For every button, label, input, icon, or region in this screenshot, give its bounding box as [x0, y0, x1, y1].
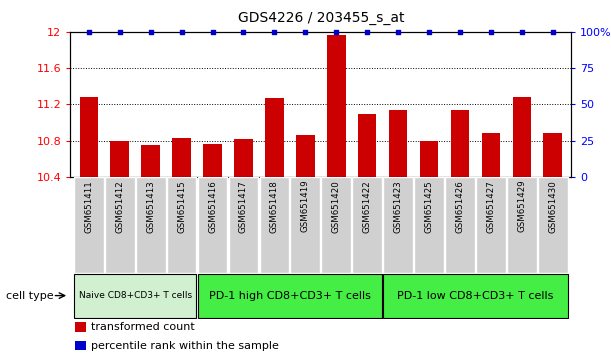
Text: GSM651418: GSM651418	[270, 180, 279, 233]
Text: GSM651420: GSM651420	[332, 180, 341, 233]
FancyBboxPatch shape	[538, 177, 568, 273]
FancyBboxPatch shape	[476, 177, 506, 273]
Bar	[389, 110, 408, 177]
Point	[424, 29, 434, 35]
Text: GSM651412: GSM651412	[115, 180, 124, 233]
Bar	[296, 135, 315, 177]
Text: GSM651423: GSM651423	[393, 180, 403, 233]
Text: PD-1 low CD8+CD3+ T cells: PD-1 low CD8+CD3+ T cells	[397, 291, 554, 301]
Bar	[481, 133, 500, 177]
Point	[301, 29, 310, 35]
Text: GSM651425: GSM651425	[425, 180, 434, 233]
Text: GSM651411: GSM651411	[84, 180, 93, 233]
FancyBboxPatch shape	[445, 177, 475, 273]
Point	[486, 29, 496, 35]
FancyBboxPatch shape	[383, 177, 413, 273]
Point	[84, 29, 93, 35]
FancyBboxPatch shape	[167, 177, 197, 273]
Point	[517, 29, 527, 35]
Text: GSM651429: GSM651429	[518, 180, 526, 233]
Text: GSM651417: GSM651417	[239, 180, 248, 233]
Bar	[141, 145, 160, 177]
Text: GSM651422: GSM651422	[363, 180, 371, 233]
Point	[269, 29, 279, 35]
Bar	[543, 133, 562, 177]
FancyBboxPatch shape	[136, 177, 166, 273]
Bar	[75, 341, 86, 350]
Bar	[111, 141, 129, 177]
Text: GDS4226 / 203455_s_at: GDS4226 / 203455_s_at	[238, 11, 404, 25]
FancyBboxPatch shape	[353, 177, 382, 273]
Text: GSM651413: GSM651413	[146, 180, 155, 233]
Bar	[358, 114, 376, 177]
Text: GSM651416: GSM651416	[208, 180, 217, 233]
Text: GSM651427: GSM651427	[486, 180, 496, 233]
FancyBboxPatch shape	[383, 274, 568, 318]
Point	[455, 29, 465, 35]
Bar	[451, 110, 469, 177]
Point	[115, 29, 125, 35]
Text: GSM651419: GSM651419	[301, 180, 310, 233]
Point	[393, 29, 403, 35]
Point	[331, 29, 341, 35]
Point	[146, 29, 156, 35]
Text: GSM651426: GSM651426	[455, 180, 464, 233]
Bar	[420, 141, 438, 177]
Text: transformed count: transformed count	[91, 322, 195, 332]
Point	[208, 29, 218, 35]
FancyBboxPatch shape	[198, 274, 382, 318]
Bar	[513, 97, 531, 177]
Text: percentile rank within the sample: percentile rank within the sample	[91, 341, 279, 350]
FancyBboxPatch shape	[74, 177, 104, 273]
Text: GSM651430: GSM651430	[548, 180, 557, 233]
Text: Naive CD8+CD3+ T cells: Naive CD8+CD3+ T cells	[79, 291, 192, 300]
Bar	[203, 144, 222, 177]
FancyBboxPatch shape	[507, 177, 536, 273]
Point	[362, 29, 372, 35]
Point	[548, 29, 558, 35]
FancyBboxPatch shape	[105, 177, 134, 273]
FancyBboxPatch shape	[229, 177, 258, 273]
FancyBboxPatch shape	[198, 177, 227, 273]
Point	[177, 29, 186, 35]
Text: cell type: cell type	[6, 291, 54, 301]
Text: GSM651415: GSM651415	[177, 180, 186, 233]
Bar	[79, 97, 98, 177]
Bar	[327, 35, 345, 177]
FancyBboxPatch shape	[321, 177, 351, 273]
FancyBboxPatch shape	[290, 177, 320, 273]
FancyBboxPatch shape	[74, 274, 197, 318]
Bar	[75, 322, 86, 332]
Bar	[172, 138, 191, 177]
Bar	[265, 98, 284, 177]
Point	[238, 29, 248, 35]
Text: PD-1 high CD8+CD3+ T cells: PD-1 high CD8+CD3+ T cells	[209, 291, 371, 301]
Bar	[234, 139, 253, 177]
FancyBboxPatch shape	[260, 177, 289, 273]
FancyBboxPatch shape	[414, 177, 444, 273]
